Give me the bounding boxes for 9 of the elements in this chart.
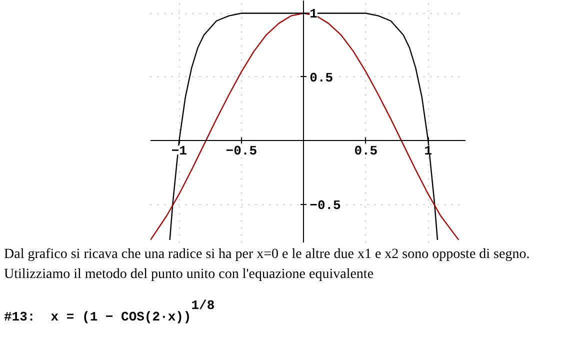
y-tick-label: 1 [310,6,318,22]
y-tick-label: −0.5 [310,198,342,213]
text: Utilizziamo il metodo del punto unito con l'equazione equivalente [4,266,375,284]
y-tick-label: 0.5 [310,70,334,86]
x-tick-label: −1 [171,144,188,159]
x-tick-label: 0.5 [354,144,378,159]
text: Dal grafico si ricava che una radice si ha per x=0 e le altre due x1 e x2 sono opposte di segno. [4,246,530,264]
x-tick-label: −0.5 [226,144,258,159]
x-tick-label: 1 [424,144,432,159]
